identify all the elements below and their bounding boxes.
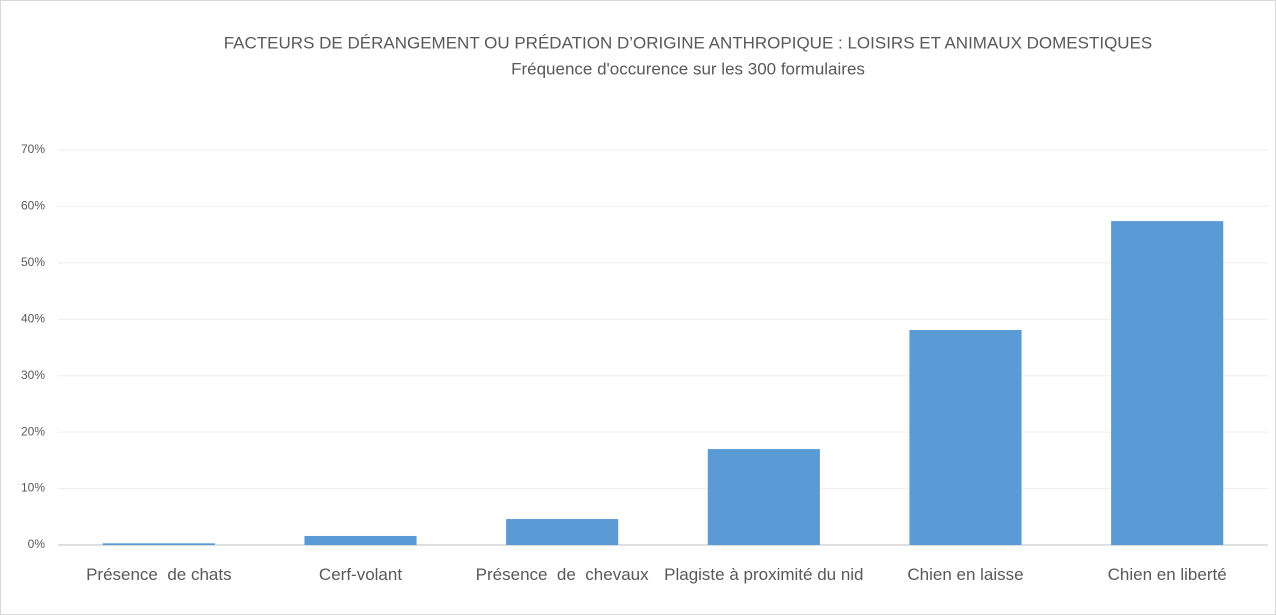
x-tick-label: Présence de chevaux [475, 565, 649, 584]
bar [506, 519, 619, 545]
y-tick-label: 60% [21, 199, 45, 213]
bar [1111, 221, 1224, 545]
bar [707, 449, 820, 545]
y-tick-label: 30% [21, 368, 45, 382]
x-tick-label: Plagiste à proximité du nid [664, 565, 864, 584]
x-tick-label: Présence de chats [86, 565, 232, 584]
x-tick-label: Chien en liberté [1107, 565, 1227, 584]
y-tick-label: 0% [28, 537, 46, 551]
chart-subtitle: Fréquence d'occurence sur les 300 formul… [511, 59, 865, 78]
bar [909, 330, 1022, 545]
x-tick-label: Chien en laisse [907, 565, 1024, 584]
bar [102, 543, 215, 545]
y-tick-label: 10% [21, 481, 45, 495]
bar [304, 535, 417, 545]
chart-title: FACTEURS DE DÉRANGEMENT OU PRÉDATION D’O… [224, 33, 1153, 52]
y-tick-label: 50% [21, 255, 45, 269]
y-tick-label: 40% [21, 311, 45, 325]
y-tick-label: 20% [21, 424, 45, 438]
y-tick-label: 70% [21, 142, 45, 156]
x-tick-label: Cerf-volant [318, 565, 403, 584]
